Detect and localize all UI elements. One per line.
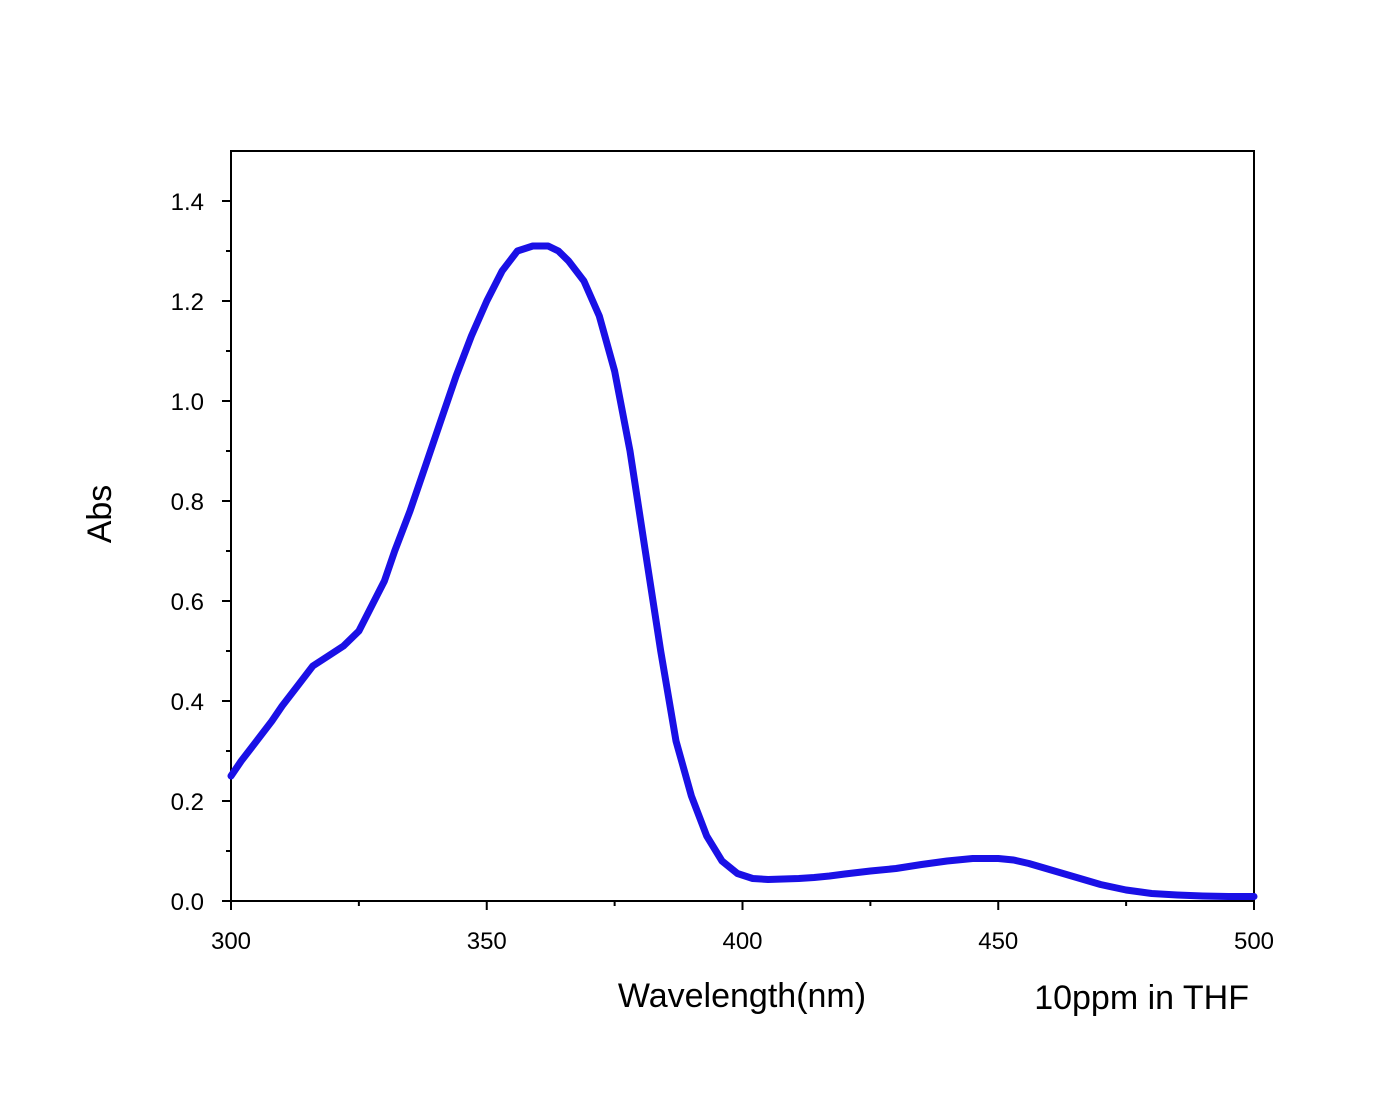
x-axis-ticks: 300 350 400 450 500 (211, 901, 1274, 955)
absorbance-series-line (227, 242, 1258, 900)
plot-area (230, 150, 1255, 902)
x-tick-label: 500 (1234, 928, 1274, 955)
x-tick-label: 450 (978, 928, 1018, 955)
series-layer (227, 242, 1258, 900)
x-tick-label: 400 (722, 928, 762, 955)
y-axis-ticks: 0.0 0.2 0.4 0.6 0.8 1.0 1.2 1.4 (171, 189, 231, 916)
y-axis-title: Abs (81, 485, 119, 544)
y-tick-label: 0.8 (171, 489, 204, 516)
y-tick-label: 0.0 (171, 889, 204, 916)
x-tick-label: 300 (211, 928, 251, 955)
y-tick-label: 1.4 (171, 189, 204, 216)
x-axis-title: Wavelength(nm) (618, 977, 866, 1015)
y-tick-label: 1.2 (171, 289, 204, 316)
y-tick-label: 1.0 (171, 389, 204, 416)
x-tick-label: 350 (467, 928, 507, 955)
plot-frame (230, 150, 1255, 902)
y-tick-label: 0.6 (171, 589, 204, 616)
y-tick-label: 0.4 (171, 689, 204, 716)
sample-annotation: 10ppm in THF (1034, 979, 1249, 1017)
y-tick-label: 0.2 (171, 789, 204, 816)
